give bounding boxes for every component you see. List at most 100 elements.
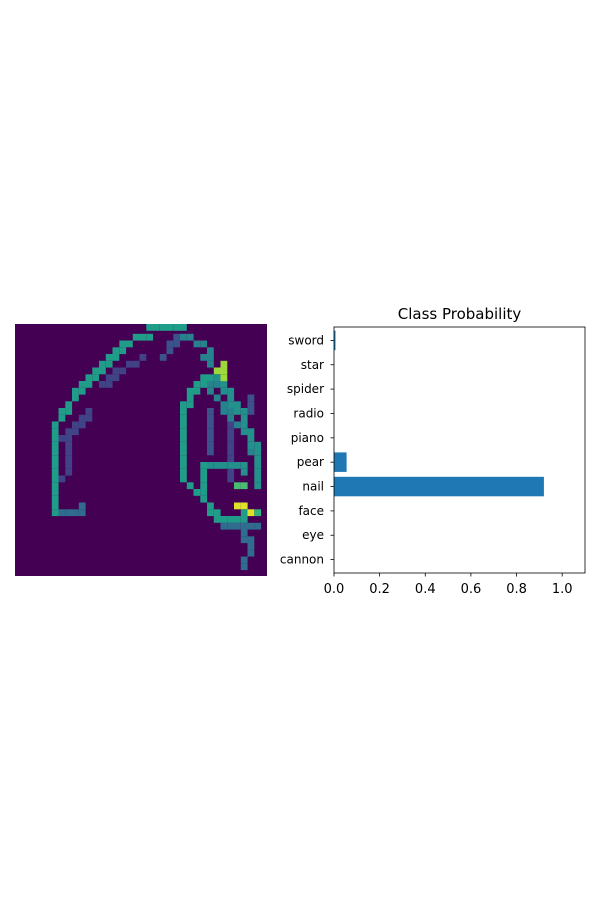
- pixel-cell: [207, 435, 214, 442]
- pixel-cell: [58, 408, 66, 415]
- pixel-cell: [139, 354, 147, 361]
- pixel-cell: [105, 360, 113, 368]
- pixel-cell: [200, 482, 208, 490]
- pixel-cell: [240, 468, 248, 476]
- pixel-cell: [247, 401, 255, 409]
- pixel-cell: [92, 374, 100, 382]
- pixel-cell: [180, 475, 187, 483]
- pixel-cell: [254, 448, 262, 456]
- pixel-cell: [247, 448, 255, 456]
- pixel-cell: [193, 381, 201, 388]
- pixel-cell: [51, 495, 59, 503]
- pixel-cell: [247, 394, 255, 402]
- pixel-cell: [119, 347, 127, 355]
- pixel-cell: [207, 441, 214, 449]
- pixel-cell: [247, 509, 255, 517]
- pixel-cell: [72, 387, 79, 395]
- pixel-cell: [254, 468, 262, 476]
- x-tick-label: 0.0: [324, 582, 345, 597]
- pixel-cell: [220, 360, 228, 368]
- pixel-cell: [173, 333, 181, 341]
- pixel-cell: [85, 408, 93, 415]
- pixel-cell: [247, 549, 255, 557]
- pixel-cell: [254, 482, 262, 490]
- pixel-cell: [51, 468, 59, 476]
- pixel-cell: [207, 387, 214, 395]
- pixel-cell: [240, 529, 248, 537]
- pixel-cell: [207, 354, 214, 361]
- pixel-cell: [58, 509, 66, 517]
- pixel-cell: [207, 502, 214, 510]
- pixel-cell: [65, 441, 73, 449]
- pixel-cell: [220, 516, 228, 523]
- pixel-cell: [254, 455, 262, 463]
- pixel-cell: [65, 468, 73, 476]
- pixel-cell: [200, 354, 208, 361]
- pixel-cell: [51, 475, 59, 483]
- pixel-cell: [51, 482, 59, 490]
- pixel-cell: [173, 324, 181, 331]
- pixel-cell: [207, 360, 214, 368]
- pixel-cell: [99, 381, 106, 388]
- pixel-cell: [126, 340, 133, 348]
- pixel-cell: [227, 455, 235, 463]
- pixel-cell: [200, 374, 208, 382]
- pixel-cell: [234, 408, 241, 415]
- pixel-cell: [207, 421, 214, 429]
- pixel-cell: [247, 408, 255, 415]
- pixel-cell: [207, 428, 214, 436]
- pixel-cell: [78, 387, 86, 395]
- pixel-cell: [227, 475, 235, 483]
- pixel-cell: [139, 333, 147, 341]
- pixel-cell: [173, 340, 181, 348]
- pixel-cell: [51, 455, 59, 463]
- pixel-cell: [220, 522, 228, 530]
- pixel-cell: [247, 428, 255, 436]
- bar-sword: [334, 330, 336, 351]
- x-tick-labels: 0.0 0.2 0.4 0.6 0.8 1.0: [324, 573, 573, 597]
- pixel-cell: [227, 468, 235, 476]
- chart-title: Class Probability: [398, 305, 522, 323]
- y-tick-label-spider: spider: [287, 382, 324, 396]
- pixel-cell: [240, 556, 248, 564]
- pixel-cell: [207, 414, 214, 422]
- pixel-cell: [72, 394, 79, 402]
- pixel-cell: [78, 509, 86, 517]
- pixel-cell: [213, 516, 221, 523]
- y-tick-label-sword: sword: [288, 333, 324, 347]
- pixel-cell: [200, 475, 208, 483]
- pixel-cell: [58, 475, 66, 483]
- pixel-cell: [227, 441, 235, 449]
- pixel-cell: [180, 435, 187, 442]
- pixel-cell: [247, 441, 255, 449]
- bars-group: [334, 330, 544, 497]
- pixel-cell: [65, 435, 73, 442]
- pixel-cell: [193, 489, 201, 496]
- pixel-cell: [234, 401, 241, 409]
- pixel-cell: [227, 401, 235, 409]
- pixel-cell: [180, 455, 187, 463]
- pixel-cell: [213, 374, 221, 382]
- pixel-cell: [99, 367, 106, 375]
- pixel-cell: [85, 414, 93, 422]
- pixel-cell: [234, 522, 241, 530]
- y-tick-label-pear: pear: [297, 455, 324, 469]
- pixel-cell: [207, 347, 214, 355]
- pixel-cell: [51, 428, 59, 436]
- pixel-cell: [240, 516, 248, 523]
- pixel-cell: [78, 502, 86, 510]
- y-tick-label-star: star: [301, 358, 324, 372]
- pixel-cell: [180, 414, 187, 422]
- pixel-cell: [146, 324, 154, 331]
- pixel-cell: [220, 387, 228, 395]
- pixel-cell: [146, 333, 154, 341]
- pixel-cell: [227, 522, 235, 530]
- pixel-cell: [85, 381, 93, 388]
- pixel-cell: [180, 448, 187, 456]
- pixel-cell: [207, 381, 214, 388]
- pixel-cell: [240, 522, 248, 530]
- probability-bar-chart: Class Probability sword star spider radio pi…: [280, 305, 586, 597]
- pixel-cell: [180, 421, 187, 429]
- pixel-cell: [200, 468, 208, 476]
- pixel-cell: [213, 367, 221, 375]
